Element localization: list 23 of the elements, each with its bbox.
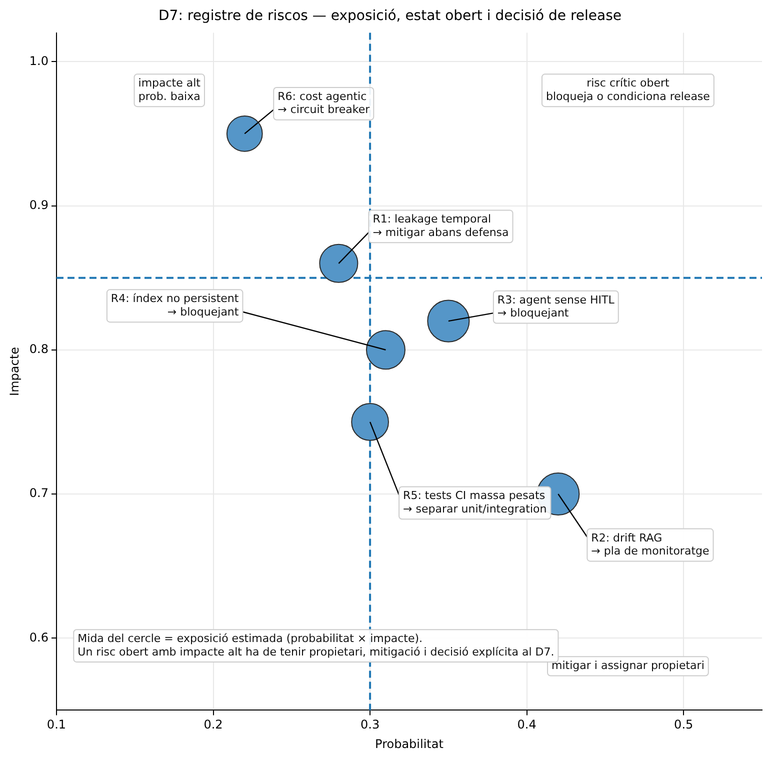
x-tick-label: 0.4 <box>517 718 536 732</box>
x-tick-label: 0.3 <box>360 718 380 732</box>
y-axis-title: Impacte <box>7 347 22 396</box>
annotation: Mida del cercle = exposició estimada (probabilitat × impacte). Un risc obert amb impacte alt ha de tenir propietari, mitigació i decisió explícita al D7. <box>78 632 554 658</box>
y-tick-label: 0.8 <box>29 342 48 356</box>
x-tick-label: 0.5 <box>674 718 694 732</box>
x-axis-title: Probabilitat <box>375 736 444 751</box>
annotation: R4: índex no persistent → bloquejant <box>110 292 240 318</box>
x-tick-label: 0.2 <box>204 718 223 732</box>
annotation: risc crític obert bloqueja o condiciona release <box>546 76 710 103</box>
annotation: R1: leakage temporal → mitigar abans defensa <box>372 212 509 239</box>
y-tick-label: 0.7 <box>29 486 48 500</box>
chart-title: D7: registre de riscos — exposició, estat obert i decisió de release <box>158 8 622 24</box>
annotation: R3: agent sense HITL → bloquejant <box>497 293 616 320</box>
annotation: R2: drift RAG → pla de monitoratge <box>591 531 710 558</box>
annotation: mitigar i assignar propietari <box>552 659 704 672</box>
x-tick-label: 0.1 <box>46 718 66 732</box>
annotation: R6: cost agentic → circuit breaker <box>278 90 370 116</box>
y-tick-label: 1.0 <box>29 54 48 68</box>
y-tick-label: 0.6 <box>29 630 48 644</box>
y-tick-label: 0.9 <box>29 198 48 212</box>
annotation: impacte alt prob. baixa <box>138 76 202 103</box>
annotation: R5: tests CI massa pesats → separar unit/integration <box>403 489 547 516</box>
